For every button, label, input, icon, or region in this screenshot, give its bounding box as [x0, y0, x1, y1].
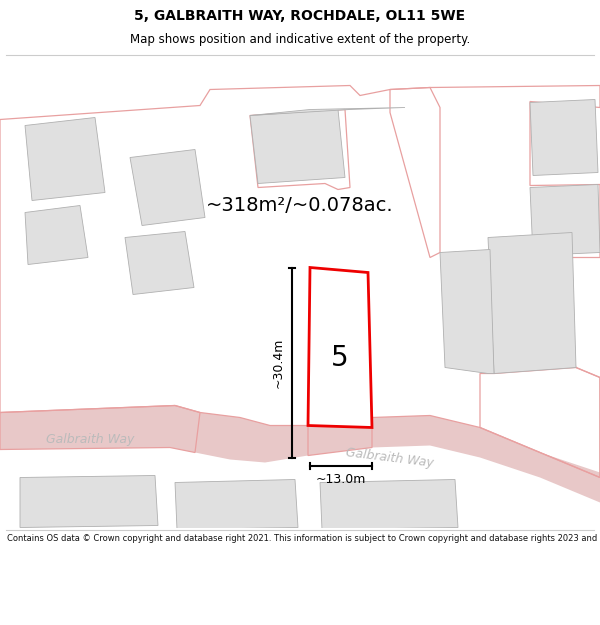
Polygon shape [530, 99, 598, 176]
Text: Contains OS data © Crown copyright and database right 2021. This information is : Contains OS data © Crown copyright and d… [7, 534, 600, 542]
Text: ~13.0m: ~13.0m [316, 473, 366, 486]
Text: ~30.4m: ~30.4m [271, 338, 284, 388]
Polygon shape [250, 109, 345, 184]
Polygon shape [25, 118, 105, 201]
Text: Galbraith Way: Galbraith Way [46, 433, 134, 446]
Polygon shape [130, 149, 205, 226]
Polygon shape [530, 184, 600, 256]
Polygon shape [440, 249, 494, 374]
Text: 5, GALBRAITH WAY, ROCHDALE, OL11 5WE: 5, GALBRAITH WAY, ROCHDALE, OL11 5WE [134, 9, 466, 24]
Polygon shape [308, 268, 372, 428]
Polygon shape [125, 231, 194, 294]
Text: ~318m²/~0.078ac.: ~318m²/~0.078ac. [206, 196, 394, 215]
Text: 5: 5 [331, 344, 349, 372]
Polygon shape [0, 406, 600, 502]
Polygon shape [250, 107, 405, 116]
Polygon shape [20, 476, 158, 528]
Text: Galbraith Way: Galbraith Way [346, 446, 434, 469]
Text: Map shows position and indicative extent of the property.: Map shows position and indicative extent… [130, 33, 470, 46]
Polygon shape [25, 206, 88, 264]
Polygon shape [488, 232, 576, 374]
Polygon shape [320, 479, 458, 529]
Polygon shape [175, 479, 298, 529]
